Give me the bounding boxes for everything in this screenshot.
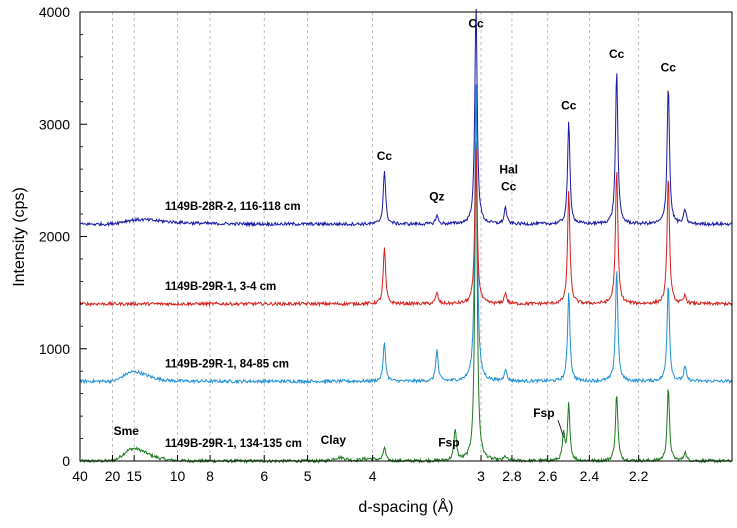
series-name-label: 1149B-29R-1, 3-4 cm [165,281,276,293]
series-labels: 1149B-29R-1, 134-135 cm 1149B-29R-1, 84-8… [165,201,302,450]
x-tick-label: 2.4 [580,468,600,484]
series-lines [79,8,733,465]
y-tick-label: 0 [62,453,70,469]
peak-annotation: Cc [661,60,677,74]
x-tick-label: 40 [72,468,88,484]
y-axis-ticks: 0 1000 2000 3000 4000 [39,4,87,469]
y-tick-label: 4000 [39,4,70,20]
grid-lines [112,12,640,461]
y-axis-title: Intensity (cps) [11,187,28,287]
series-line [79,84,733,385]
series-name-label: 1149B-29R-1, 134-135 cm [165,438,302,450]
peak-annotation: Fsp [438,435,459,449]
x-tick-label: 3 [477,468,485,484]
peak-annotation: Cc [561,99,577,113]
peak-annotation: Cc [501,179,517,193]
y-tick-label: 2000 [39,229,70,245]
x-axis-ticks: 40 20 15 10 8 6 5 4 3 2.8 2.6 2.4 2.2 [72,455,649,484]
series-line [79,8,732,228]
fsp-leader-line [557,420,564,438]
y-tick-label: 1000 [39,341,70,357]
x-axis-title: d-spacing (Å) [358,497,453,516]
x-tick-label: 2.6 [538,468,558,484]
peak-annotation: Clay [321,433,347,447]
x-tick-label: 5 [304,468,312,484]
peak-annotation: Cc [468,17,484,31]
x-tick-label: 2.8 [502,468,522,484]
x-tick-label: 4 [369,468,377,484]
series-line [79,141,733,465]
x-tick-label: 10 [170,468,186,484]
x-tick-label: 2.2 [629,468,649,484]
peak-annotation: Fsp [533,406,554,420]
series-line [79,148,733,308]
x-tick-label: 6 [260,468,268,484]
peak-annotation: Sme [114,424,140,438]
x-tick-label: 8 [206,468,214,484]
series-name-label: 1149B-28R-2, 116-118 cm [165,201,301,213]
peak-annotation: Cc [377,149,393,163]
series-name-label: 1149B-29R-1, 84-85 cm [165,358,289,370]
x-tick-label: 15 [126,468,142,484]
x-tick-label: 20 [105,468,121,484]
peak-annotation: Hal [499,163,518,177]
peak-annotations: Cc Qz Cc Hal Cc Cc Cc Cc Sme Clay Fsp Fsp [114,17,677,450]
peak-annotation: Qz [429,190,444,204]
y-tick-label: 3000 [39,116,70,132]
peak-annotation: Cc [609,47,625,61]
